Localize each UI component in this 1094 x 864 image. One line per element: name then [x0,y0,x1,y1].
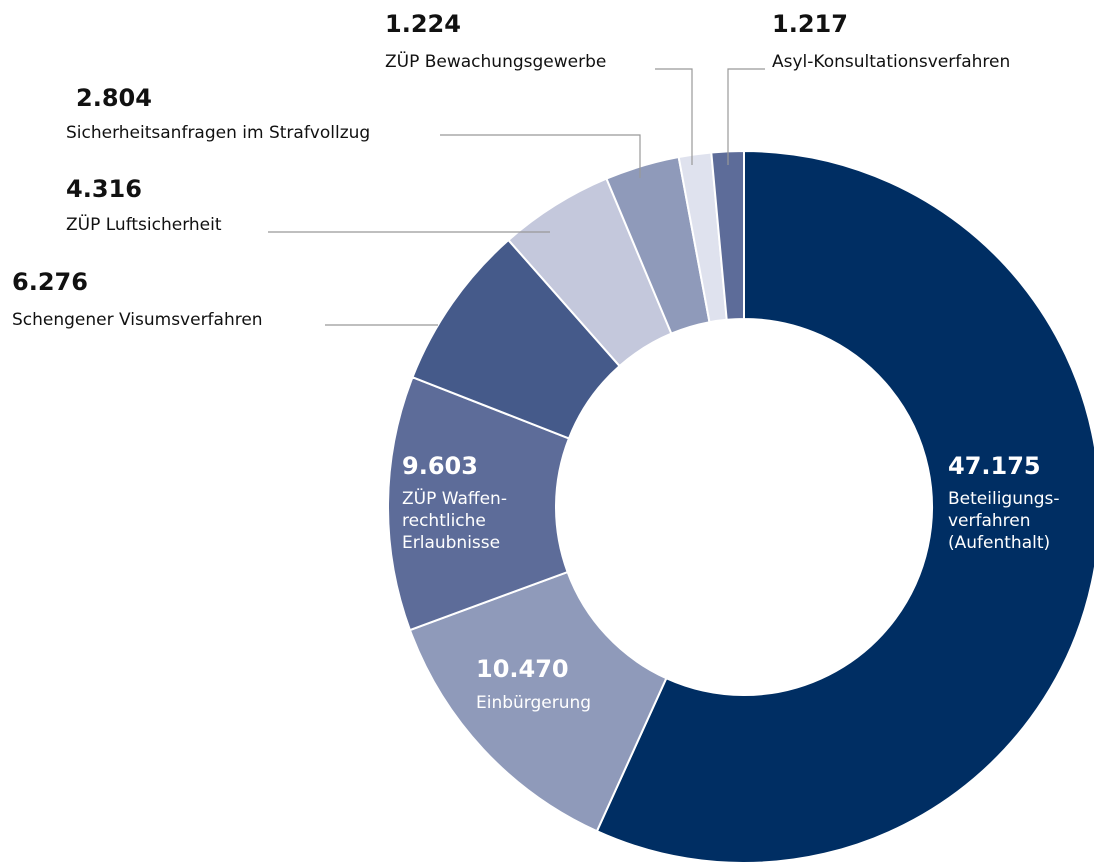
donut-slice [387,375,571,632]
category-label: Beteiligungs- verfahren (Aufenthalt) [948,489,1060,553]
value-label: 9.603 [402,452,478,480]
value-label: 1.224 [385,10,461,38]
value-label: 4.316 [66,175,142,203]
category-label: ZÜP Waffen- rechtliche Erlaubnisse [402,489,507,553]
category-label: ZÜP Luftsicherheit [66,215,222,235]
category-label: ZÜP Bewachungsgewerbe [385,52,607,72]
leader-line [440,134,641,178]
leader-line [655,68,693,165]
slices [387,149,1094,864]
category-label: Schengener Visumsverfahren [12,310,263,330]
leader-line [727,68,765,165]
value-label: 1.217 [772,10,848,38]
category-label: Asyl-Konsultationsverfahren [772,52,1011,72]
donut-slice [595,149,1094,864]
value-label: 10.470 [476,655,569,683]
category-label: Sicherheitsanfragen im Strafvollzug [66,123,371,143]
value-label: 2.804 [76,84,152,112]
category-label: Einbürgerung [476,693,592,713]
value-label: 6.276 [12,268,88,296]
value-label: 47.175 [948,452,1041,480]
donut-slice [710,149,745,321]
